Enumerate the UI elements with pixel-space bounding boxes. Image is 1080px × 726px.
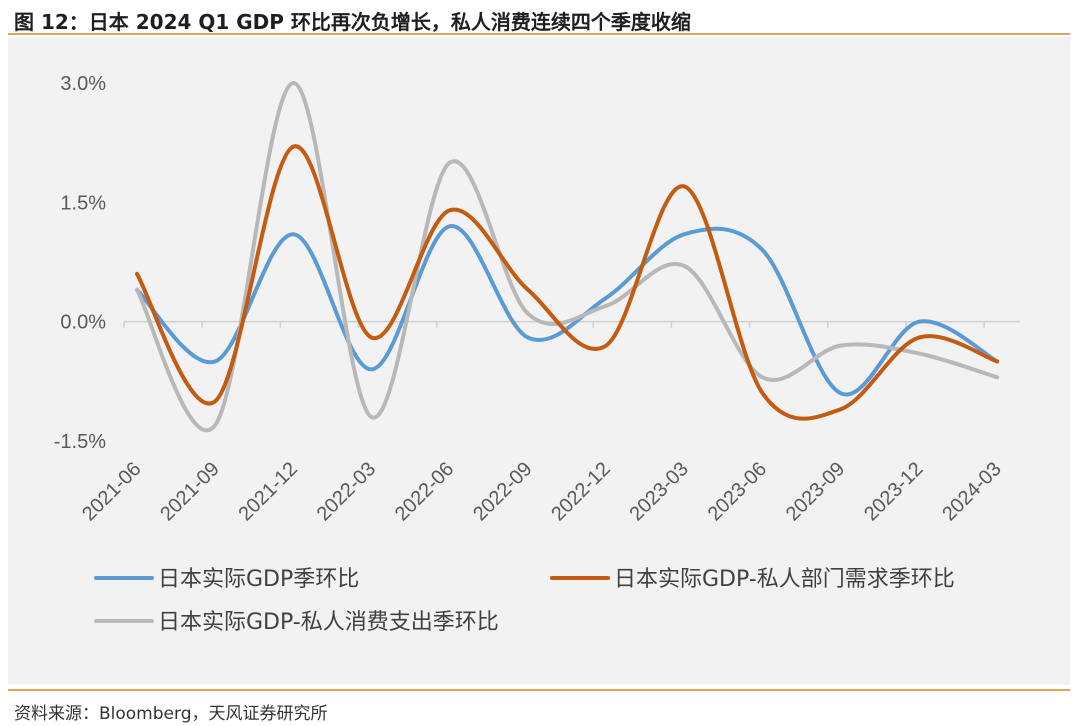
y-tick-label: -1.5%	[54, 431, 106, 453]
chart-title: 图 12：日本 2024 Q1 GDP 环比再次负增长，私人消费连续四个季度收缩	[14, 10, 691, 34]
x-tick-label: 2023-03	[625, 458, 692, 525]
footer-divider	[8, 689, 1070, 691]
x-tick-label: 2023-06	[704, 458, 771, 525]
series-layer	[135, 80, 1000, 432]
legend-label-3: 日本实际GDP-私人消费支出季环比	[158, 610, 499, 635]
legend-layer: 日本实际GDP季环比 日本实际GDP-私人部门需求季环比日本实际GDP-私人消费支…	[94, 567, 955, 635]
x-tick-label: 2022-06	[391, 458, 458, 525]
x-tick-label: 2022-03	[313, 458, 380, 525]
x-tick-label: 2023-12	[860, 458, 927, 525]
legend-label-2: 日本实际GDP-私人部门需求季环比	[614, 567, 955, 592]
series-line-1	[135, 224, 1000, 397]
y-tick-label: 3.0%	[60, 73, 106, 95]
chart-area-background	[8, 37, 1070, 685]
x-tick-label: 2022-12	[547, 458, 614, 525]
x-tick-label: 2023-09	[782, 458, 849, 525]
x-tick-label: 2021-12	[234, 458, 301, 525]
x-tick-label: 2022-09	[469, 458, 536, 525]
series-line-3	[135, 80, 1000, 432]
y-tick-label: 1.5%	[60, 192, 106, 214]
x-tick-label: 2024-03	[938, 458, 1005, 525]
y-tick-label: 0.0%	[60, 312, 106, 334]
source-note: 资料来源：Bloomberg，天风证券研究所	[14, 704, 328, 724]
x-tick-label: 2021-06	[78, 458, 145, 525]
title-divider	[8, 33, 1070, 35]
legend-label-1: 日本实际GDP季环比	[158, 567, 359, 592]
x-tick-label: 2021-09	[156, 458, 223, 525]
series-line-2	[135, 144, 1000, 421]
